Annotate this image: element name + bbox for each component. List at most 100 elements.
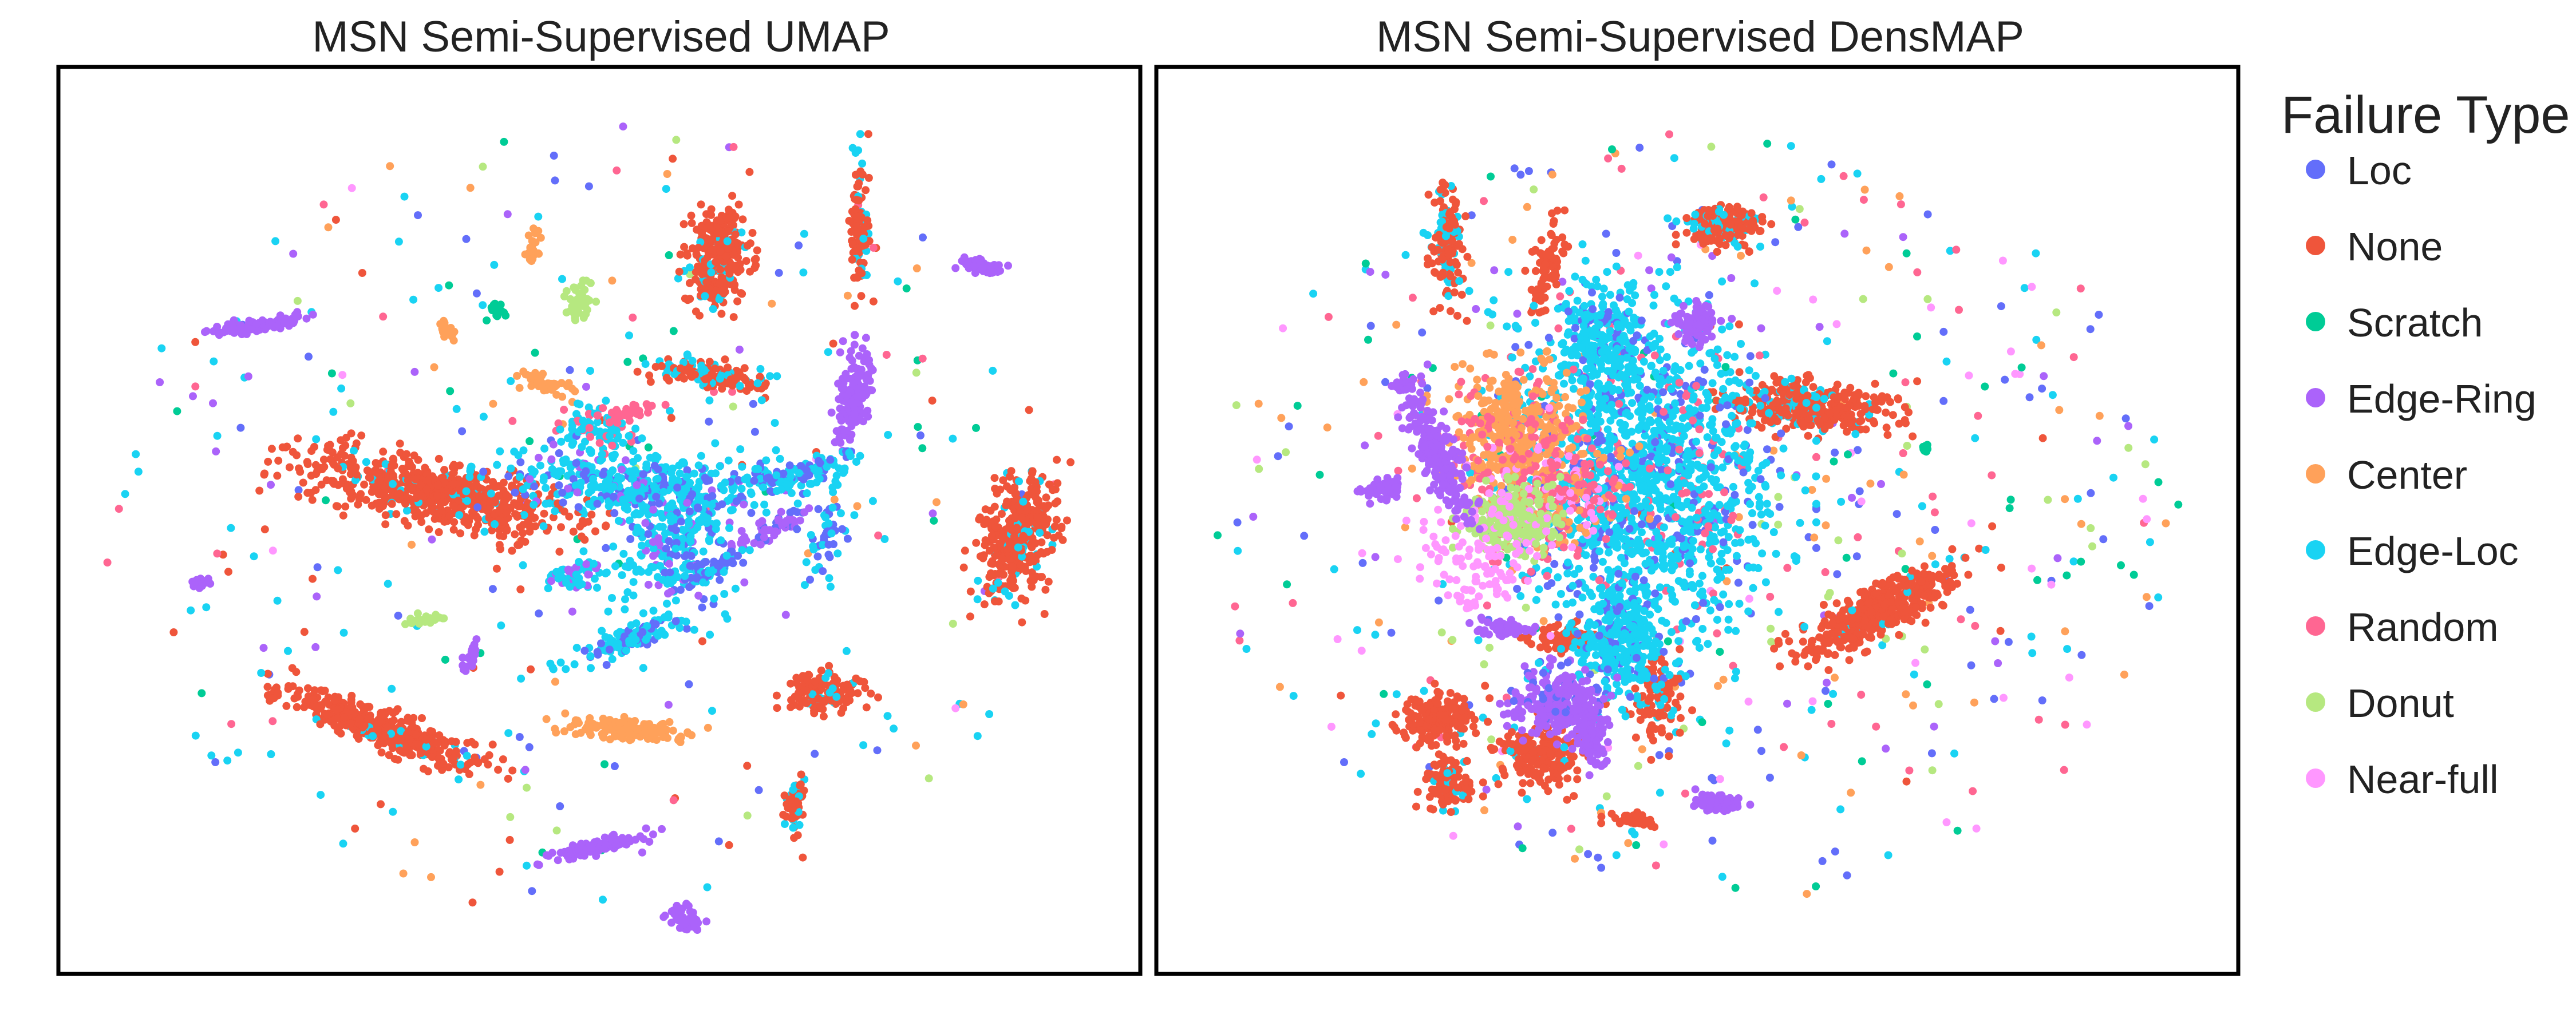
scatter-point (263, 683, 272, 691)
scatter-point (320, 462, 329, 471)
scatter-point (1578, 240, 1587, 248)
scatter-point (472, 289, 481, 298)
scatter-point (717, 371, 726, 380)
scatter-point (334, 714, 342, 722)
scatter-point (657, 362, 666, 370)
scatter-point (389, 716, 398, 724)
scatter-point (838, 525, 847, 533)
scatter-point (976, 513, 984, 522)
scatter-point (441, 655, 449, 664)
scatter-point (527, 665, 535, 674)
scatter-point (663, 170, 671, 178)
scatter-point (707, 268, 716, 276)
scatter-point (1655, 751, 1664, 759)
scatter-point (862, 703, 871, 712)
scatter-point (362, 458, 370, 466)
scatter-point (562, 665, 570, 674)
scatter-point (609, 542, 618, 551)
scatter-point (692, 307, 700, 316)
scatter-point (1852, 552, 1861, 561)
scatter-point (399, 869, 408, 878)
scatter-point (1827, 720, 1836, 728)
scatter-point (300, 703, 309, 711)
scatter-point (614, 643, 622, 652)
scatter-point (608, 655, 617, 663)
scatter-point (2027, 632, 2036, 641)
scatter-point (665, 560, 673, 568)
scatter-point (1757, 747, 1765, 755)
scatter-point (540, 473, 548, 482)
scatter-point (1853, 169, 1862, 178)
scatter-point (1003, 482, 1011, 490)
scatter-point (815, 466, 823, 475)
scatter-point (1831, 448, 1839, 457)
scatter-point (447, 324, 455, 332)
scatter-point (591, 527, 599, 536)
scatter-point (706, 631, 714, 639)
scatter-point (789, 786, 797, 794)
scatter-point (753, 246, 761, 255)
scatter-point (716, 216, 725, 225)
scatter-point (736, 445, 745, 454)
scatter-point (745, 546, 754, 554)
scatter-point (1931, 526, 1939, 534)
scatter-point (495, 541, 504, 549)
scatter-point (311, 486, 320, 494)
scatter-point (1967, 661, 1976, 670)
scatter-point (692, 251, 701, 259)
scatter-point (550, 152, 558, 160)
scatter-point (810, 709, 819, 718)
scatter-point (676, 364, 685, 373)
scatter-point (671, 544, 680, 553)
scatter-point (552, 826, 561, 835)
scatter-point (456, 461, 464, 470)
scatter-point (464, 760, 472, 768)
scatter-point (381, 511, 390, 520)
scatter-point (737, 228, 746, 237)
scatter-point (236, 321, 245, 330)
scatter-point (213, 323, 222, 331)
scatter-point (480, 528, 489, 536)
scatter-point (817, 666, 825, 675)
scatter-point (479, 413, 488, 421)
scatter-point (681, 572, 689, 580)
scatter-point (622, 646, 630, 655)
scatter-point (2038, 385, 2046, 393)
scatter-point (525, 743, 534, 751)
scatter-point (651, 620, 660, 628)
scatter-point (488, 585, 497, 593)
scatter-point (555, 548, 564, 556)
scatter-point (949, 434, 957, 443)
scatter-point (760, 533, 768, 541)
scatter-point (1974, 411, 1982, 420)
scatter-point (440, 614, 448, 623)
scatter-point (686, 295, 694, 303)
scatter-point (1617, 164, 1626, 173)
scatter-point (662, 374, 671, 382)
scatter-point (449, 336, 458, 345)
scatter-point (979, 554, 987, 562)
scatter-point (966, 612, 974, 621)
scatter-point (475, 492, 484, 500)
scatter-point (990, 474, 999, 482)
scatter-point (760, 500, 769, 509)
scatter-point (626, 535, 635, 543)
scatter-point (828, 504, 837, 512)
scatter-point (1905, 766, 1914, 775)
scatter-point (610, 450, 619, 459)
scatter-point (638, 848, 646, 857)
scatter-point (479, 301, 487, 310)
scatter-point (743, 762, 752, 770)
scatter-point (800, 508, 809, 517)
scatter-point (850, 226, 858, 235)
scatter-point (191, 382, 200, 391)
scatter-point (846, 696, 854, 704)
scatter-point (310, 443, 318, 451)
scatter-point (558, 489, 567, 497)
scatter-point (850, 331, 859, 339)
scatter-point (536, 377, 545, 385)
scatter-point (427, 873, 435, 881)
scatter-point (2109, 473, 2117, 482)
scatter-point (745, 168, 754, 176)
scatter-point (1524, 340, 1533, 349)
